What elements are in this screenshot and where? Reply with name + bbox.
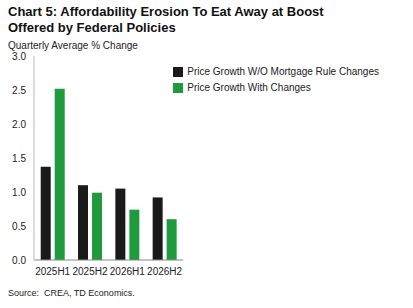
svg-text:2025H1: 2025H1 — [35, 266, 70, 277]
html-text:Source: CREA, TD Economics.: Source: CREA, TD Economics. — [8, 288, 135, 298]
svg-text:0.0: 0.0 — [12, 255, 26, 266]
html-text:Quarterly Average % Change: Quarterly Average % Change — [8, 40, 138, 51]
svg-text:1.0: 1.0 — [12, 187, 26, 198]
svg-text:2.5: 2.5 — [12, 85, 26, 96]
svg-text:3.0: 3.0 — [12, 51, 26, 62]
svg-text:2025H2: 2025H2 — [72, 266, 107, 277]
svg-text:0.5: 0.5 — [12, 221, 26, 232]
svg-text:2026H1: 2026H1 — [110, 266, 145, 277]
html-text:Chart 5: Affordability Erosion: Chart 5: Affordability Erosion To Eat Aw… — [8, 4, 324, 35]
svg-text:2026H2: 2026H2 — [147, 266, 182, 277]
html-text:Price Growth With Changes: Price Growth With Changes — [187, 82, 311, 93]
html-text:Price Growth W/O Mortgage Rule: Price Growth W/O Mortgage Rule Changes — [187, 66, 379, 77]
svg-text:2.0: 2.0 — [12, 119, 26, 130]
svg-text:1.5: 1.5 — [12, 153, 26, 164]
